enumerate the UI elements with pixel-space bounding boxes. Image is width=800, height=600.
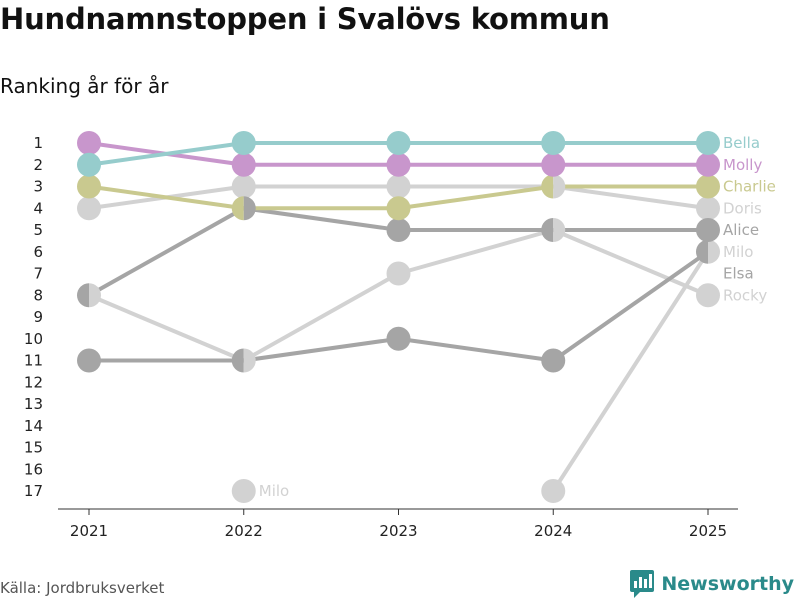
marker-alice (696, 218, 720, 242)
series-label-bella: Bella (723, 134, 760, 152)
marker-alice (243, 196, 256, 221)
newsworthy-logo-icon (630, 570, 655, 598)
series-line-alice (87, 206, 246, 298)
marker-molly (77, 131, 101, 155)
marker-elsa (696, 239, 708, 264)
marker-doris (696, 196, 720, 221)
y-tick-label: 5 (33, 221, 43, 239)
series-line-rocky (551, 228, 710, 298)
marker-bella (386, 131, 411, 155)
marker-alice (541, 218, 554, 242)
marker-doris (77, 196, 101, 221)
series-line-elsa (396, 336, 556, 363)
marker-charlie (541, 174, 554, 199)
y-tick-label: 11 (24, 352, 43, 370)
series-line-elsa (551, 249, 710, 363)
y-tick-label: 16 (24, 460, 43, 478)
y-tick-label: 10 (24, 330, 43, 348)
series-line-elsa (241, 336, 401, 363)
series-line-rocky (87, 293, 246, 363)
y-tick-label: 7 (33, 265, 43, 283)
series-line-bella (87, 141, 246, 167)
y-tick-label: 17 (24, 482, 43, 500)
x-tick-label: 2025 (689, 522, 727, 540)
series-line-rocky (396, 228, 556, 276)
marker-alice (386, 218, 411, 242)
marker-bella (541, 131, 566, 155)
series-line-alice (241, 206, 401, 232)
marker-elsa (77, 348, 101, 373)
series-label-milo: Milo (723, 243, 753, 261)
marker-elsa (231, 348, 244, 373)
y-tick-label: 6 (33, 243, 43, 261)
y-tick-label: 4 (33, 199, 43, 217)
y-tick-label: 14 (24, 417, 43, 435)
marker-milo (231, 479, 256, 503)
source-note: Källa: Jordbruksverket (0, 579, 165, 597)
series-line-charlie (396, 184, 556, 211)
marker-charlie (696, 174, 720, 199)
series-label-doris: Doris (723, 199, 762, 217)
y-tick-label: 9 (33, 308, 43, 326)
series-label-rocky: Rocky (723, 286, 767, 304)
marker-molly (386, 152, 411, 177)
marker-doris (386, 174, 411, 199)
x-tick-label: 2023 (379, 522, 417, 540)
marker-charlie (386, 196, 411, 221)
series-label-charlie: Charlie (723, 178, 776, 196)
marker-milo (541, 479, 566, 503)
marker-rocky (386, 261, 411, 286)
series-label-elsa: Elsa (723, 265, 754, 283)
y-tick-label: 1 (33, 134, 43, 152)
y-tick-label: 2 (33, 156, 43, 174)
series-label-molly: Molly (723, 156, 762, 174)
series-line-charlie (87, 184, 246, 211)
marker-doris (553, 174, 566, 199)
chart-subtitle: Ranking år för år (0, 74, 169, 98)
annotation-label: Milo (259, 482, 289, 500)
x-tick-label: 2022 (225, 522, 263, 540)
x-tick-label: 2021 (70, 522, 108, 540)
marker-elsa (386, 326, 411, 351)
marker-elsa (541, 348, 566, 373)
marker-molly (541, 152, 566, 177)
marker-charlie (77, 174, 101, 199)
marker-molly (231, 152, 256, 177)
y-tick-label: 13 (24, 395, 43, 413)
y-tick-label: 12 (24, 373, 43, 391)
marker-rocky (696, 283, 720, 308)
y-tick-label: 3 (33, 178, 43, 196)
series-label-alice: Alice (723, 221, 759, 239)
series-line-doris (551, 184, 710, 211)
marker-milo (708, 239, 720, 264)
marker-bella (77, 152, 101, 177)
y-tick-label: 8 (33, 286, 43, 304)
marker-rocky (553, 218, 566, 242)
brand-logo: Newsworthy (629, 569, 794, 599)
marker-doris (231, 174, 256, 199)
series-line-rocky (241, 271, 401, 363)
brand-name: Newsworthy (661, 573, 794, 595)
chart-title: Hundnamnstoppen i Svalövs kommun (0, 2, 610, 36)
marker-rocky (243, 348, 256, 373)
x-tick-label: 2024 (534, 522, 572, 540)
marker-bella (231, 131, 256, 155)
series-line-milo (551, 249, 710, 493)
marker-molly (696, 152, 720, 177)
marker-rocky (89, 283, 101, 308)
marker-alice (77, 283, 89, 308)
y-tick-label: 15 (24, 439, 43, 457)
marker-charlie (231, 196, 244, 221)
marker-bella (696, 131, 720, 155)
